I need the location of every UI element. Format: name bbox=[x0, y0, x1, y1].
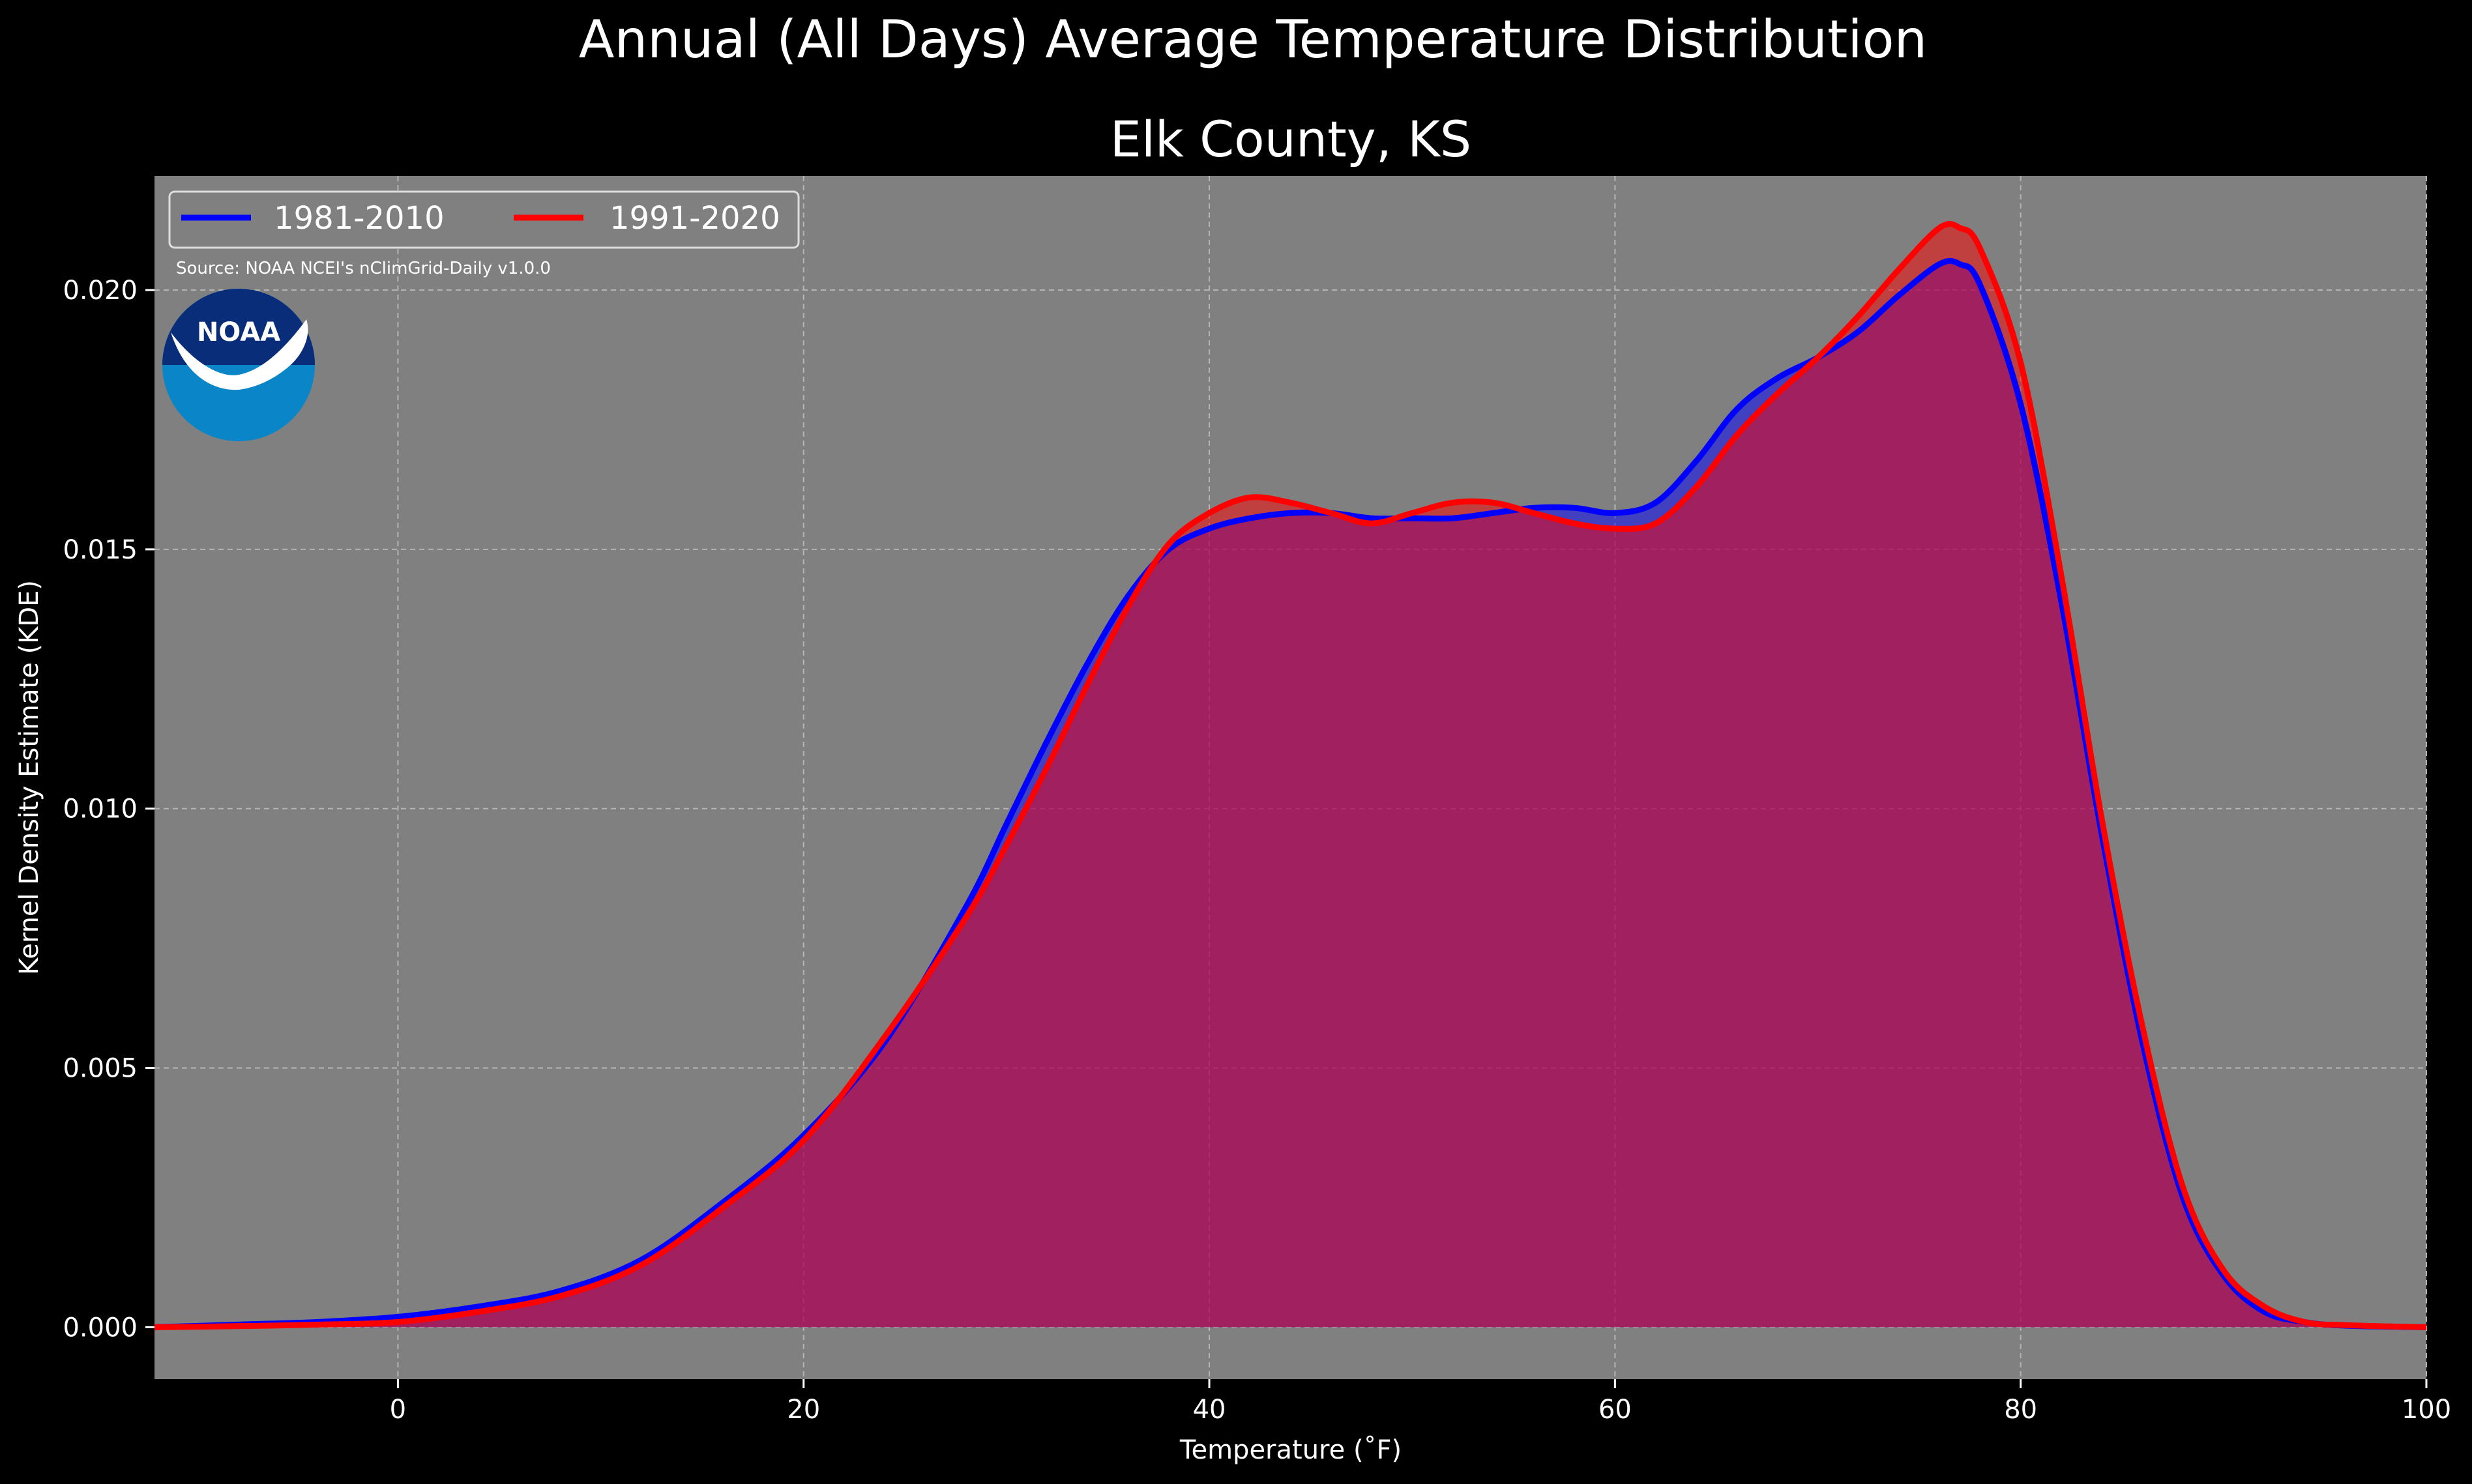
logo-bird bbox=[171, 319, 308, 390]
density-areas bbox=[154, 224, 2426, 1328]
x-tick-label: 40 bbox=[1193, 1395, 1226, 1425]
logo-sky bbox=[162, 289, 315, 365]
legend: 1981-2010 1991-2020 bbox=[168, 190, 800, 249]
x-tick-label: 100 bbox=[2402, 1395, 2451, 1425]
x-tick-label: 20 bbox=[787, 1395, 820, 1425]
y-tick-label: 0.010 bbox=[63, 794, 138, 824]
noaa-logo: NOAA bbox=[162, 289, 315, 441]
y-tick-label: 0.020 bbox=[63, 276, 138, 306]
legend-label-1981-2010: 1981-2010 bbox=[274, 200, 445, 237]
logo-text: NOAA bbox=[197, 317, 280, 347]
axis-ticks: 0 20 40 60 80 100 0.000 0.005 0.010 0.015 0.020 bbox=[63, 276, 2451, 1425]
legend-box bbox=[168, 190, 800, 249]
line-1991-2020 bbox=[154, 221, 2427, 1330]
x-tick-label: 80 bbox=[2004, 1395, 2037, 1425]
chart-subtitle: Elk County, KS bbox=[1110, 110, 1471, 168]
area-1991-2020 bbox=[154, 224, 2426, 1328]
x-axis-label: Temperature (˚F) bbox=[1179, 1435, 1402, 1465]
y-tick-label: 0.000 bbox=[63, 1313, 138, 1343]
y-tick-label: 0.005 bbox=[63, 1054, 138, 1084]
y-tick-label: 0.015 bbox=[63, 535, 138, 565]
chart-title: Annual (All Days) Average Temperature Di… bbox=[579, 9, 1927, 70]
x-tick-label: 0 bbox=[390, 1395, 406, 1425]
y-axis-label: Kernel Density Estimate (KDE) bbox=[14, 580, 44, 975]
density-lines bbox=[154, 221, 2427, 1330]
x-tick-label: 60 bbox=[1598, 1395, 1632, 1425]
legend-label-1991-2020: 1991-2020 bbox=[610, 200, 780, 237]
source-note: Source: NOAA NCEI's nClimGrid-Daily v1.0… bbox=[176, 259, 551, 278]
